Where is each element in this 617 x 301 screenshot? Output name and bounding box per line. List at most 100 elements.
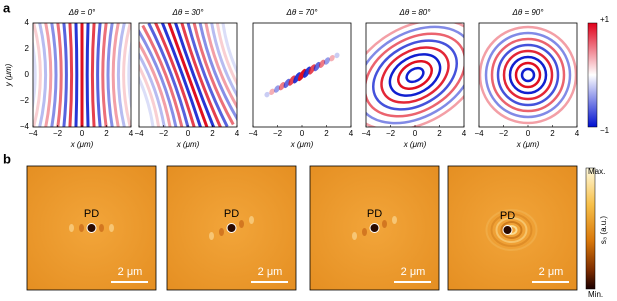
fringe [484,31,572,119]
panel-title: Δθ = 90° [512,8,545,17]
fringe [139,29,175,127]
fringe [293,72,301,84]
fringe [109,224,114,232]
fringe [33,38,37,112]
x-tick-label: 4 [462,129,467,138]
fringe [303,66,311,78]
fringe [239,220,244,228]
x-axis-label: x (μm) [70,140,94,149]
fringe [269,88,275,95]
fringe [219,228,224,236]
fringe [297,68,307,82]
y-tick-label: 2 [25,44,30,53]
panel-label: a [3,0,11,15]
x-axis-label: x (μm) [403,140,427,149]
fringe [382,220,387,228]
fringe [405,66,425,84]
x-tick-label: 2 [210,129,215,138]
fringe [195,23,237,124]
fringe [68,23,74,127]
colorbar-max: Max. [588,167,605,176]
fringe [264,91,270,98]
fringe [33,23,42,127]
x-tick-label: 0 [300,129,305,138]
y-tick-label: −2 [20,96,30,105]
x-tick-label: 2 [550,129,555,138]
fringe [122,23,131,127]
fringe [74,23,79,127]
fringe [111,23,120,127]
x-axis-label: x (μm) [176,140,200,149]
fringe [50,23,58,127]
fringe [116,23,126,127]
fringe [249,216,254,224]
fringe [508,55,548,95]
panel-title: Δθ = 70° [286,8,319,17]
x-tick-label: −4 [28,129,38,138]
fringe [352,232,357,240]
fringe [153,23,199,127]
colorbar [587,22,598,128]
y-axis-label: y (μm) [4,63,13,87]
marker-label: PD [367,208,382,220]
fringe [62,23,68,127]
fringe [139,26,181,127]
panel-title: Δθ = 30° [172,8,205,17]
fringe [362,228,367,236]
panel-frame [447,165,578,291]
fringe [207,23,237,119]
fringe [334,52,340,59]
fringe [371,39,459,111]
fringe [85,23,90,127]
fringe [495,217,528,243]
fringe [159,23,205,127]
x-tick-label: −2 [386,129,396,138]
fringe [213,23,237,117]
x-axis-label: x (μm) [516,140,540,149]
x-tick-label: −4 [474,129,484,138]
x-tick-label: −4 [134,129,144,138]
fringe [90,23,96,127]
fringe [101,23,108,127]
x-tick-label: −2 [273,129,283,138]
fringe [490,37,566,113]
fringe [380,46,450,104]
fringe [165,23,211,127]
fringe [274,85,280,93]
fringe [69,224,74,232]
fringe [209,232,214,240]
x-tick-label: −2 [159,129,169,138]
fringe [288,75,296,86]
x-tick-label: 2 [104,129,109,138]
fringe [127,38,131,112]
scale-bar-label: 2 μm [539,266,564,278]
fringe [201,23,237,121]
fringe [189,23,235,126]
panel-title: Δθ = 80° [399,8,432,17]
defect [502,225,513,235]
field-map [479,25,577,125]
x-tick-label: 4 [349,129,354,138]
fringe [514,61,542,89]
panel-frame [309,165,440,291]
colorbar-min: −1 [600,126,610,135]
fringe [141,24,187,127]
fringe [278,82,286,91]
x-tick-label: 2 [437,129,442,138]
fringe [500,221,523,239]
y-tick-label: 0 [25,70,30,79]
field-map [139,23,237,127]
fringe [313,61,321,72]
x-tick-label: 4 [129,129,134,138]
x-axis-label: x (μm) [290,140,314,149]
fringe [99,224,104,232]
fringe [139,31,169,127]
scale-bar-label: 2 μm [401,266,426,278]
fringe [177,23,223,127]
x-tick-label: 0 [186,129,191,138]
fringe [106,23,114,127]
defect [226,223,237,233]
fringe [139,33,163,127]
x-tick-label: −4 [361,129,371,138]
